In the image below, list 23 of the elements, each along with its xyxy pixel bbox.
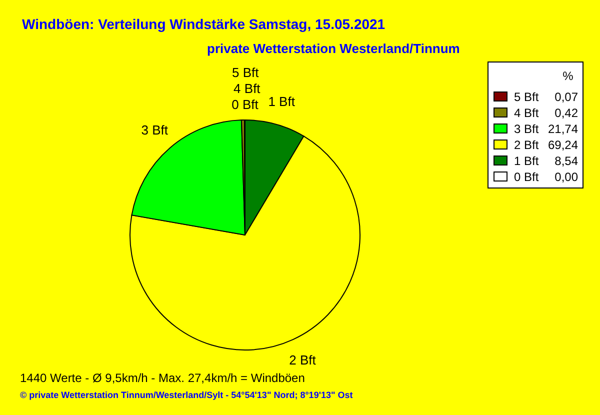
legend-label: 3 Bft bbox=[514, 122, 540, 136]
legend-label: 1 Bft bbox=[514, 154, 540, 168]
slice-label: 2 Bft bbox=[289, 352, 316, 368]
text: 0,00 bbox=[554, 170, 578, 184]
data-label: 21,74 bbox=[548, 122, 578, 136]
legend-label: 0 Bft bbox=[514, 170, 540, 184]
slice-label: 3 Bft bbox=[141, 122, 168, 138]
chart-subtitle: private Wetterstation Westerland/Tinnum bbox=[207, 41, 460, 56]
legend-label: 4 Bft bbox=[514, 106, 540, 120]
slice-label: 5 Bft bbox=[232, 65, 260, 80]
legend-title: % bbox=[562, 69, 574, 83]
data-label: 0,42 bbox=[554, 106, 578, 120]
data-label: 69,24 bbox=[548, 138, 578, 152]
legend-label: 5 Bft bbox=[514, 90, 540, 104]
chart-title: Windböen: Verteilung Windstärke Samstag, 15.05.2021 bbox=[22, 16, 386, 32]
slice-label: 4 Bft bbox=[234, 81, 261, 96]
slice-label: 1 Bft bbox=[268, 94, 296, 109]
data-label: 0,07 bbox=[554, 90, 578, 104]
data-label: 8,54 bbox=[554, 154, 578, 168]
text: © private Wetterstation Tinnum/Westerland/Sylt - 54°54'13" Nord; 8°19'13" Ost bbox=[20, 390, 353, 400]
category-label: 0 Bft bbox=[232, 97, 258, 112]
text: 1440 Werte - Ø 9,5km/h - Max. 27,4km/h = Windböen bbox=[20, 371, 305, 385]
legend-label: 2 Bft bbox=[514, 138, 540, 152]
